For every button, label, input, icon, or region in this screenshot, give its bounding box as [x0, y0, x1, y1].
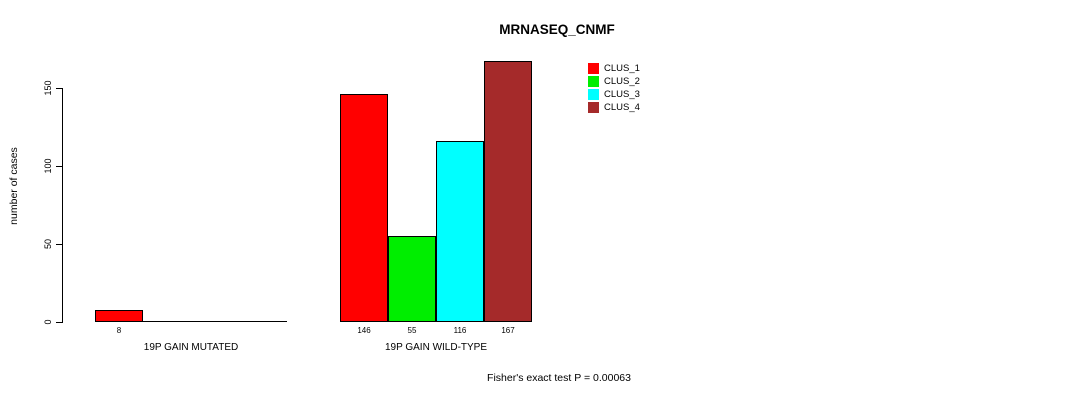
chart-title: MRNASEQ_CNMF	[499, 22, 615, 37]
y-tick	[56, 244, 62, 245]
bar-clus_2	[388, 236, 436, 322]
y-tick-label: 50	[43, 238, 53, 250]
legend-swatch-icon	[588, 89, 599, 100]
legend-item-clus_1: CLUS_1	[588, 62, 640, 75]
legend-label: CLUS_2	[604, 76, 640, 87]
legend-swatch-icon	[588, 63, 599, 74]
bar-zero-clus_3	[191, 321, 239, 322]
bar-value-label: 55	[407, 326, 417, 335]
bar-clus_1	[95, 310, 143, 322]
legend-item-clus_4: CLUS_4	[588, 101, 640, 114]
legend-label: CLUS_4	[604, 102, 640, 113]
legend-label: CLUS_1	[604, 63, 640, 74]
legend-item-clus_2: CLUS_2	[588, 75, 640, 88]
bar-clus_3	[436, 141, 484, 322]
x-group-label: 19P GAIN MUTATED	[143, 342, 239, 353]
y-tick	[56, 166, 62, 167]
bar-clus_4	[484, 61, 532, 322]
legend-swatch-icon	[588, 76, 599, 87]
bar-zero-clus_4	[239, 321, 287, 322]
y-tick-label: 100	[43, 158, 53, 174]
bar-value-label: 8	[116, 326, 122, 335]
legend-item-clus_3: CLUS_3	[588, 88, 640, 101]
x-group-label: 19P GAIN WILD-TYPE	[384, 342, 488, 353]
y-axis-line	[62, 88, 63, 323]
bar-value-label: 146	[357, 326, 371, 335]
bar-zero-clus_2	[143, 321, 191, 322]
y-tick	[56, 88, 62, 89]
bar-value-label: 116	[453, 326, 467, 335]
fisher-test-annotation: Fisher's exact test P = 0.00063	[487, 372, 631, 384]
y-tick-label: 0	[43, 319, 53, 325]
bar-clus_1	[340, 94, 388, 322]
legend: CLUS_1 CLUS_2 CLUS_3 CLUS_4	[588, 62, 640, 114]
y-tick-label: 150	[43, 80, 53, 96]
y-tick	[56, 322, 62, 323]
bar-value-label: 167	[501, 326, 515, 335]
legend-label: CLUS_3	[604, 89, 640, 100]
legend-swatch-icon	[588, 102, 599, 113]
